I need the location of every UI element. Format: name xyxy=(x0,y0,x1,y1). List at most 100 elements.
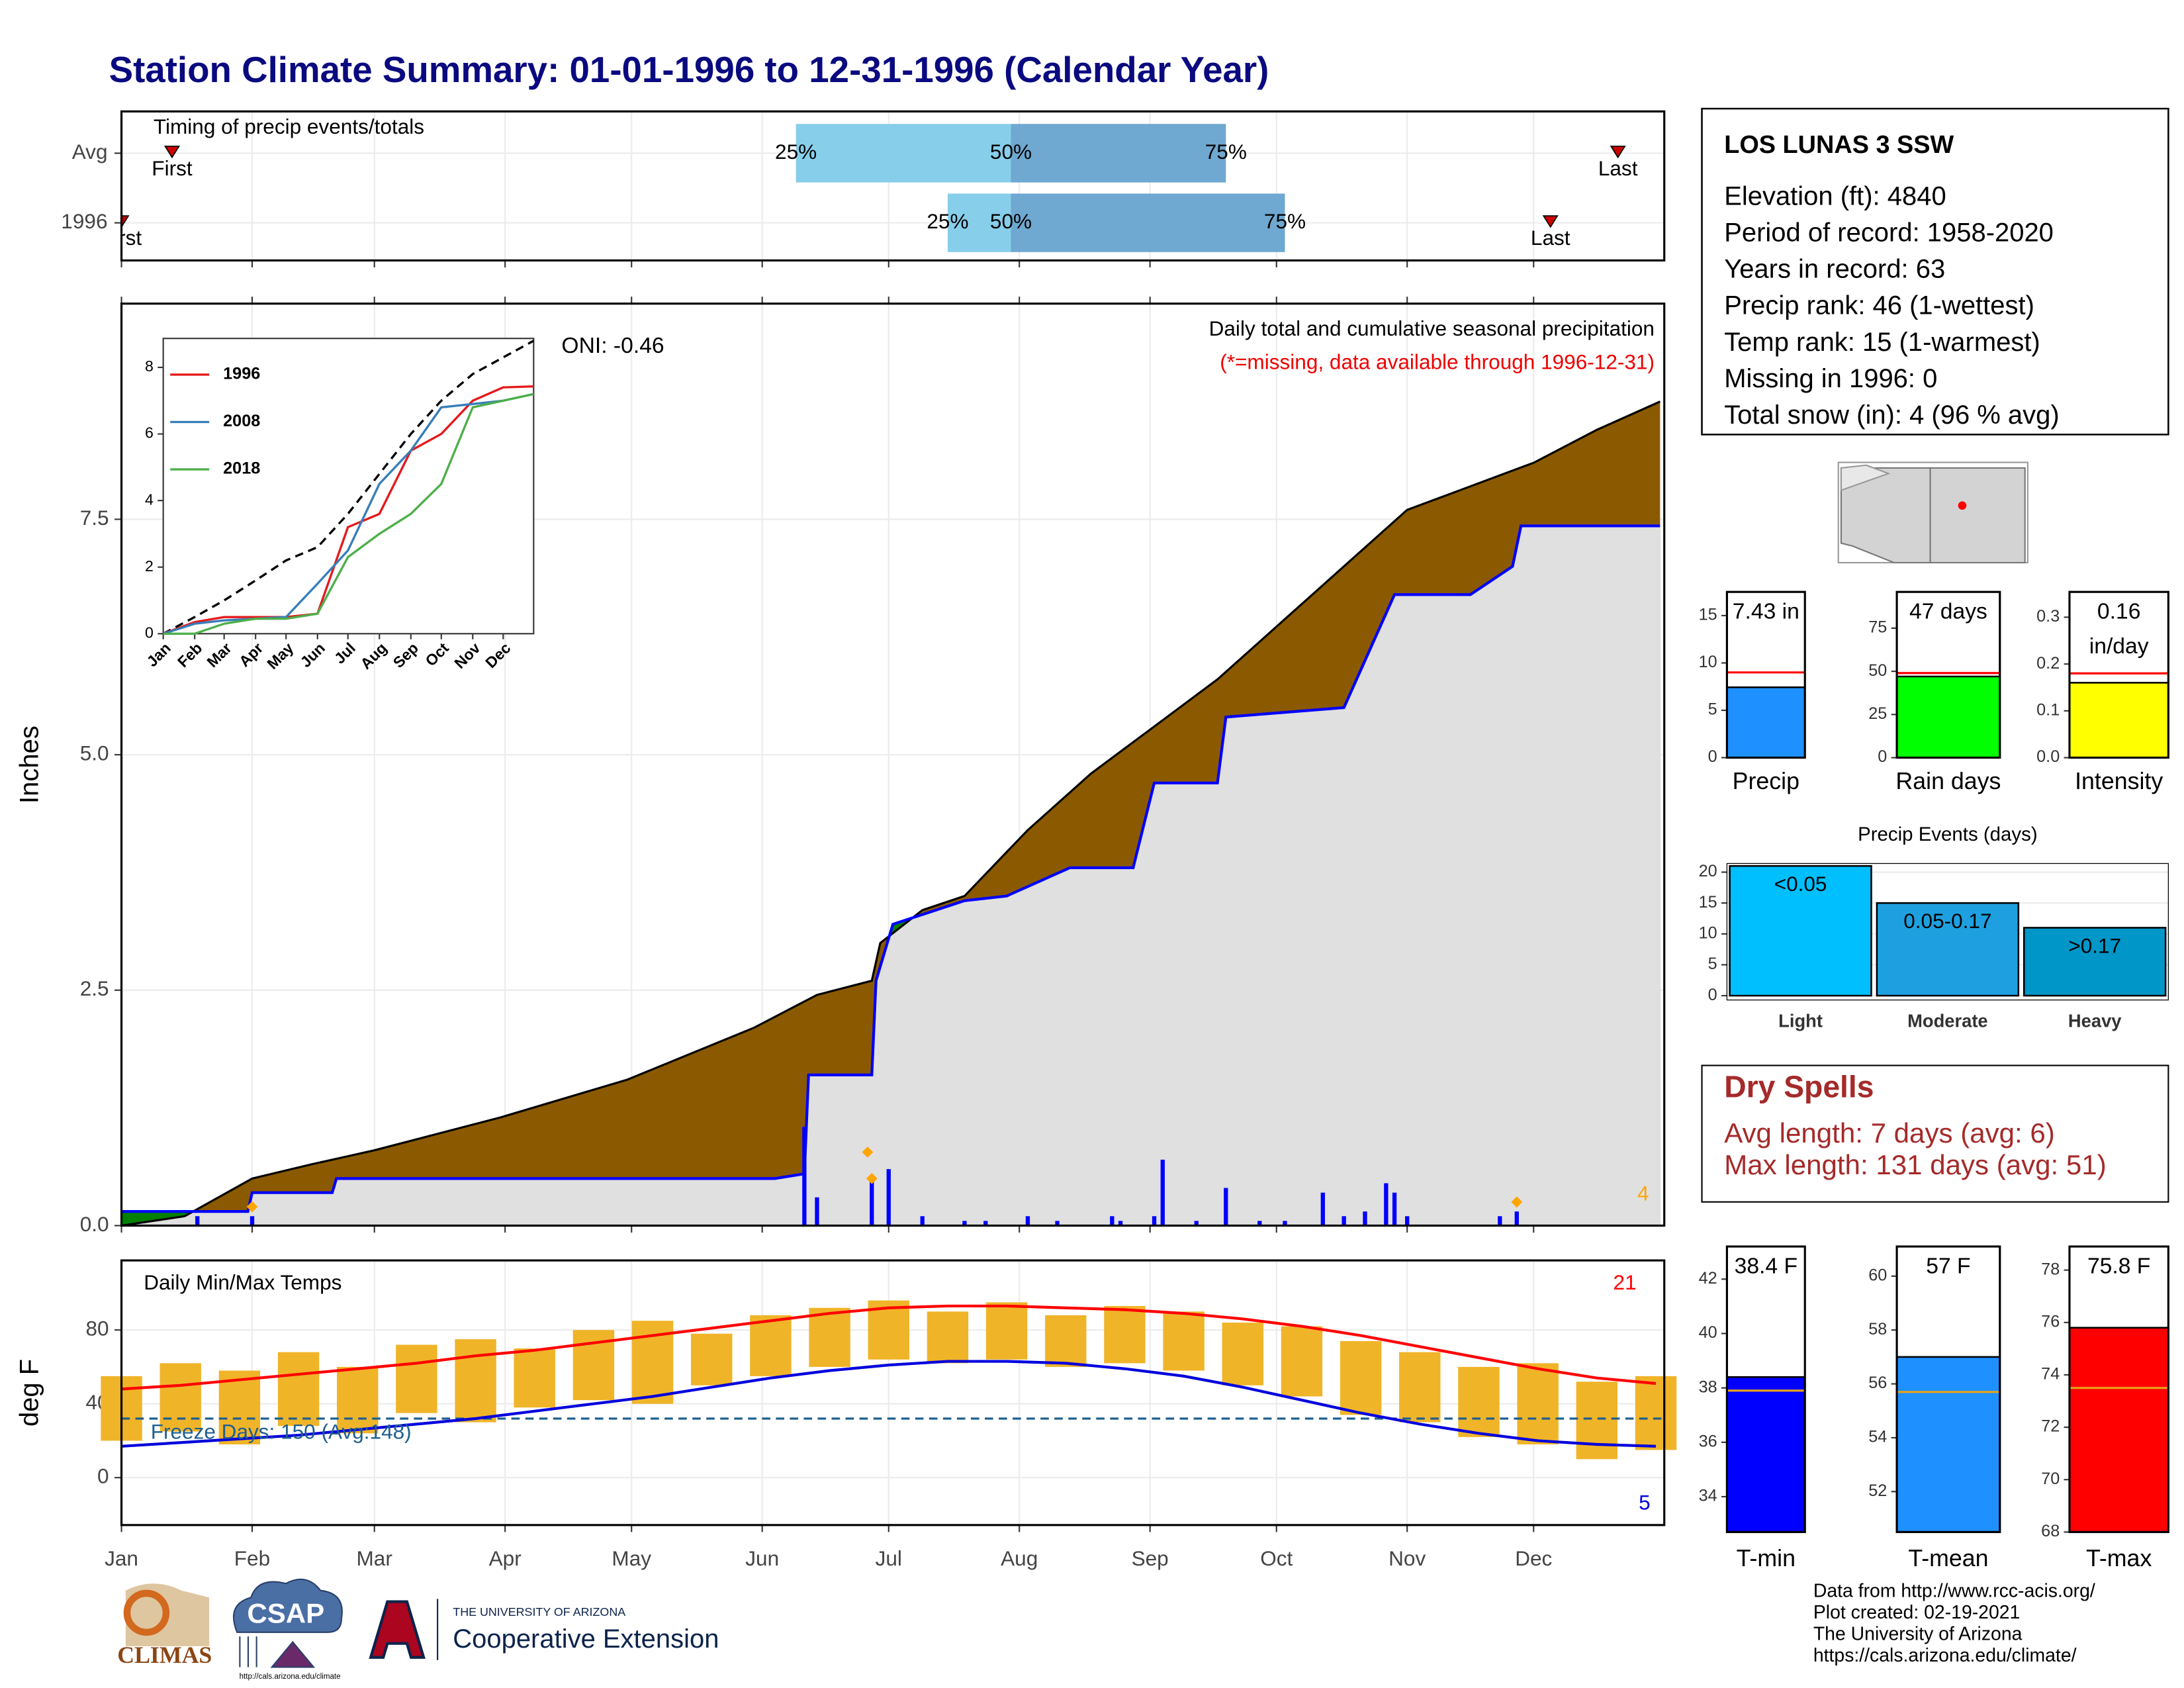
quantile-label: 50% xyxy=(990,209,1032,233)
daily-bar xyxy=(920,1216,925,1226)
temp-bar xyxy=(277,1352,320,1427)
x-tick-label: Apr xyxy=(489,1546,522,1570)
y-tick-label: 75 xyxy=(1868,618,1887,637)
y-tick-label: 4 xyxy=(145,491,154,508)
frame xyxy=(120,1259,1666,1526)
y-tick-label: 50 xyxy=(1868,661,1887,680)
avg-line xyxy=(121,1360,1657,1448)
frame xyxy=(1895,590,2001,759)
rows: 25% 50% 75% First Last 25% 50% 75% First Last xyxy=(121,124,1664,252)
station-line: Total snow (in): 4 (96 % avg) xyxy=(1724,400,2059,430)
daily-bar xyxy=(1257,1221,1262,1226)
quantile-label: 25% xyxy=(927,209,968,233)
temp-bar xyxy=(337,1366,379,1434)
bar xyxy=(1726,1376,1806,1533)
panel-title: Timing of precip events/totals xyxy=(154,115,424,138)
dry-title: Dry Spells xyxy=(1724,1070,1874,1104)
y-tick-label: 68 xyxy=(2041,1522,2060,1540)
station-line: Precip rank: 46 (1-wettest) xyxy=(1724,291,2034,320)
daily-bar xyxy=(1320,1192,1325,1226)
y-tick-label: 7.5 xyxy=(80,506,109,530)
y-tick-label: 74 xyxy=(2041,1365,2060,1383)
event-label: First xyxy=(152,156,193,180)
category-label: Moderate xyxy=(1907,1011,1988,1031)
dry-line: Max length: 131 days (avg: 51) xyxy=(1724,1149,2107,1180)
y-tick-label: 5 xyxy=(1708,700,1717,719)
frame xyxy=(1725,590,1806,759)
inset xyxy=(162,338,535,635)
y-tick-label: 38 xyxy=(1699,1378,1717,1396)
frame xyxy=(2068,590,2169,759)
bar xyxy=(1876,902,2020,997)
daily-bar xyxy=(195,1216,200,1226)
dry-line: Avg length: 7 days (avg: 6) xyxy=(1724,1117,2055,1149)
daily-bar xyxy=(886,1169,891,1226)
station-name: LOS LUNAS 3 SSW xyxy=(1724,131,1954,159)
series-line xyxy=(163,385,534,635)
early-bar xyxy=(796,124,1011,183)
category-label: Intensity xyxy=(2075,768,2163,794)
value-label: 57 F xyxy=(1926,1254,1970,1278)
bin-label: >0.17 xyxy=(2068,933,2121,957)
y-tick-label: 42 xyxy=(1699,1269,1717,1288)
footer-line: The University of Arizona xyxy=(1813,1624,2023,1645)
y-tick-label: 15 xyxy=(1699,893,1717,912)
extreme-marker xyxy=(862,1147,874,1158)
temp-bar xyxy=(1458,1366,1500,1437)
y-tick-label: 5.0 xyxy=(80,741,109,765)
y-axis-label: Inches xyxy=(15,726,44,804)
y-tick-label: 36 xyxy=(1699,1432,1717,1450)
y-tick-label: 25 xyxy=(1868,704,1887,723)
y-tick-label: 20 xyxy=(1699,862,1717,880)
y-tick-label: 0 xyxy=(1708,747,1717,766)
daily-bar xyxy=(1055,1221,1060,1226)
category-label: T-min xyxy=(1737,1545,1796,1571)
y-tick-label: 2.5 xyxy=(80,976,109,1000)
daily-bar xyxy=(1118,1221,1123,1226)
category-label: Light xyxy=(1778,1011,1823,1031)
avg-line xyxy=(121,1304,1657,1391)
daily-bar xyxy=(1514,1211,1519,1226)
quantile-label: 75% xyxy=(1205,140,1247,164)
frame xyxy=(120,303,1666,1227)
temp-bar xyxy=(1576,1382,1618,1460)
frame xyxy=(120,110,1666,262)
daily-bar xyxy=(1283,1221,1287,1226)
bar xyxy=(2068,682,2169,759)
extreme-marker xyxy=(246,1201,258,1213)
x-tick-label: Dec xyxy=(1515,1546,1552,1570)
temp-bar xyxy=(1635,1376,1677,1450)
csap-logo: CSAP xyxy=(247,1598,324,1629)
station-box xyxy=(1701,107,2169,436)
bar xyxy=(1729,865,1872,997)
legend-label: 2018 xyxy=(223,459,260,478)
y-tick-label: 58 xyxy=(1868,1320,1887,1338)
oni: ONI: -0.46 xyxy=(561,334,664,358)
temp-bar xyxy=(1281,1326,1323,1397)
daily-bar xyxy=(250,1216,255,1226)
unit-label: in/day xyxy=(2089,634,2149,659)
bin-label: 0.05-0.17 xyxy=(1903,909,1991,933)
count-label: 4 xyxy=(1637,1182,1649,1205)
y-tick-label: 0.0 xyxy=(2036,747,2060,766)
x-tick-label: Jun xyxy=(745,1546,779,1570)
y-tick-label: 54 xyxy=(1868,1428,1887,1446)
y-tick-label: 56 xyxy=(1868,1374,1887,1392)
daily-bar xyxy=(1110,1216,1115,1226)
temp-bar xyxy=(396,1344,437,1413)
x-tick-label: Oct xyxy=(1260,1546,1293,1570)
temp-bar xyxy=(985,1302,1028,1360)
y-tick-label: 0 xyxy=(145,624,154,641)
temp-bar xyxy=(1104,1305,1146,1364)
daily-bar xyxy=(870,1178,874,1226)
daily-bar xyxy=(1160,1159,1165,1226)
series-line xyxy=(163,393,534,635)
category-label: Rain days xyxy=(1895,768,2001,794)
temp-bar xyxy=(1222,1323,1264,1385)
event-label: Last xyxy=(1598,156,1638,180)
daily-bar xyxy=(983,1221,988,1226)
category-label: T-mean xyxy=(1908,1545,1988,1571)
temp-bar xyxy=(1399,1352,1441,1423)
station-line: Missing in 1996: 0 xyxy=(1724,364,1937,393)
